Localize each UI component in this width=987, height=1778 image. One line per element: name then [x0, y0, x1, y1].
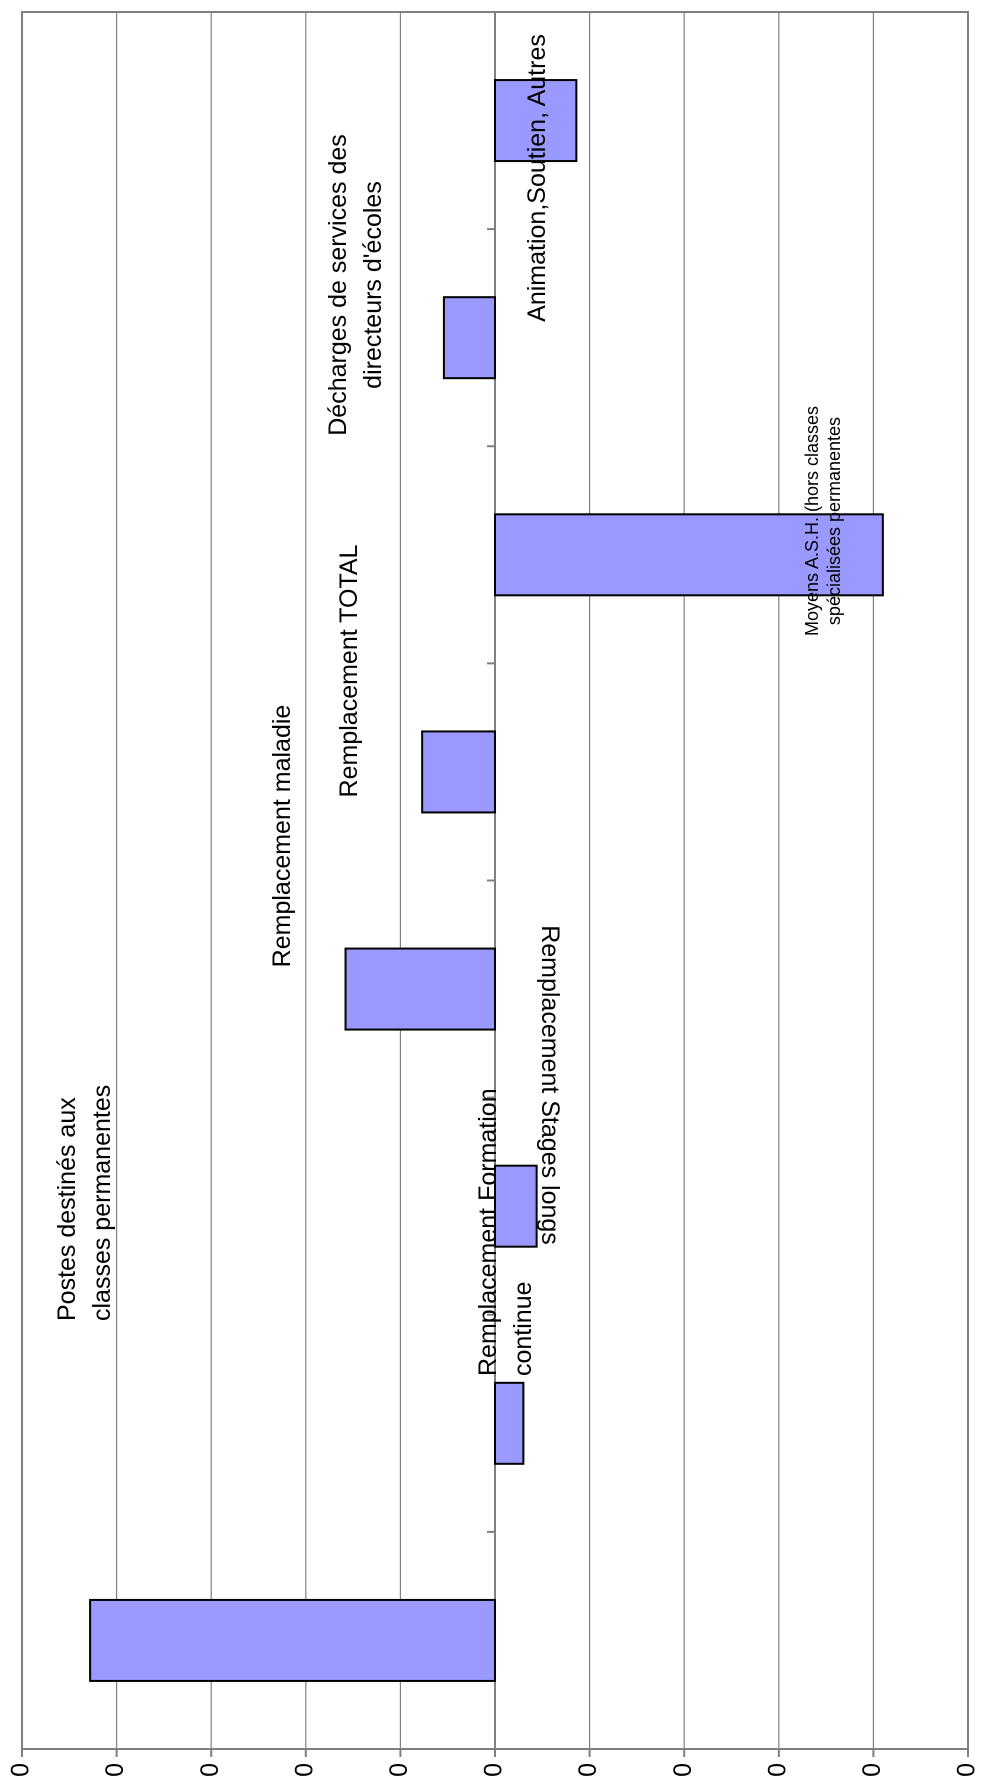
value-tick-label: -500	[574, 1763, 602, 1778]
bar-1	[89, 1598, 496, 1682]
value-tick-label: -2500	[953, 1763, 981, 1778]
value-tick-label: 500	[385, 1763, 413, 1778]
category-label-8: Animation,Soutien, Autres	[523, 34, 551, 322]
category-label-6: Moyens A.S.H. (hors classes spécialisées …	[802, 406, 844, 636]
category-labels: Postes destinés aux classes permanentes Re…	[53, 34, 844, 1376]
category-label-7: Décharges de services des directeurs d'éc…	[324, 134, 387, 436]
value-tick-label: 1000	[290, 1763, 318, 1778]
value-tick-label: 0	[480, 1763, 508, 1777]
category-label-3: Remplacement Stages longs	[536, 925, 564, 1245]
value-tick-label: -2000	[858, 1763, 886, 1778]
value-tick-label: 2500	[7, 1763, 35, 1778]
bar-5	[421, 730, 496, 814]
category-label-2: Remplacement Formation continue	[474, 1088, 537, 1376]
bar-7	[442, 296, 496, 380]
value-tick-label: 2000	[101, 1763, 129, 1778]
bar-8	[494, 79, 578, 163]
bars	[89, 79, 884, 1682]
bar-2	[494, 1381, 525, 1465]
category-label-1: Postes destinés aux classes permanentes	[53, 1085, 116, 1321]
value-axis: 2500 2000 1500 1000 500 0 -500 -1000 -1500 -2000 -…	[7, 1749, 981, 1778]
category-label-5: Remplacement TOTAL	[335, 544, 363, 797]
bar-4	[344, 947, 497, 1031]
value-tick-label: -1000	[669, 1763, 697, 1778]
value-tick-label: 1500	[196, 1763, 224, 1778]
bar-3	[494, 1164, 538, 1248]
category-label-4: Remplacement maladie	[268, 705, 296, 968]
value-tick-label: -1500	[763, 1763, 791, 1778]
category-ticks	[487, 12, 496, 1749]
bar-6	[494, 513, 884, 597]
